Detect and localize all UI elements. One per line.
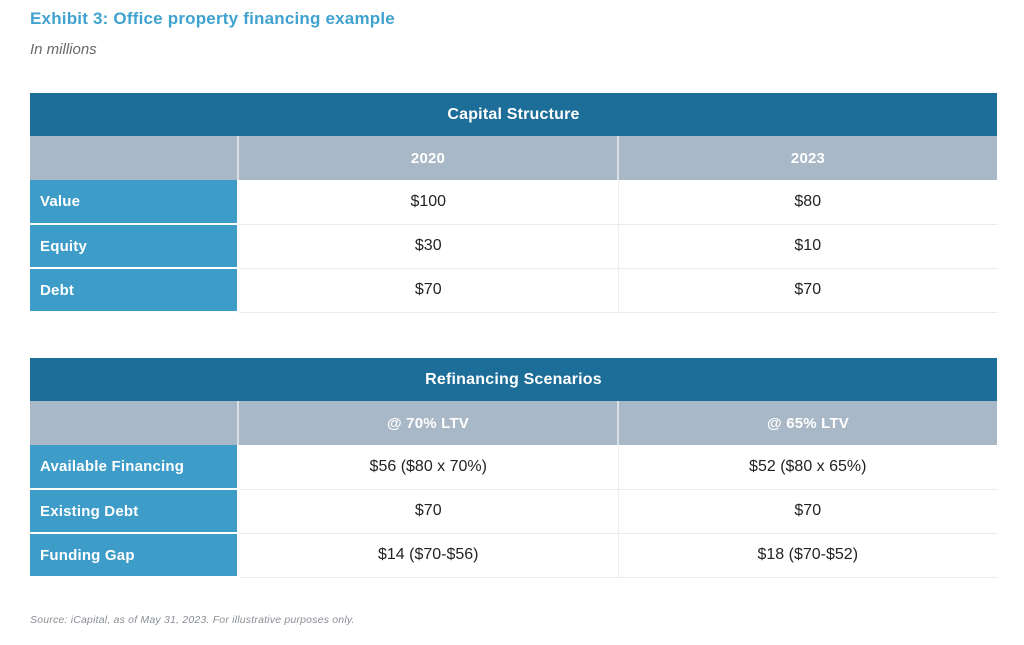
empty-header-cell (30, 401, 238, 445)
cell-existing-debt-65: $70 (617, 489, 998, 534)
cell-value-2020: $100 (238, 180, 618, 225)
table-title-row: Capital Structure (30, 93, 998, 136)
table-row: Equity $30 $10 (30, 224, 998, 269)
cell-available-financing-70: $56 ($80 x 70%) (238, 445, 618, 490)
cell-available-financing-65: $52 ($80 x 65%) (617, 445, 998, 490)
table-title: Capital Structure (30, 93, 998, 136)
cell-equity-2020: $30 (238, 224, 618, 269)
cell-debt-2020: $70 (238, 268, 618, 313)
table-row: Available Financing $56 ($80 x 70%) $52 … (30, 445, 998, 490)
column-header-65-ltv: @ 65% LTV (616, 401, 998, 445)
column-header-row: 2020 2023 (30, 136, 998, 180)
column-header-70-ltv: @ 70% LTV (237, 401, 618, 445)
cell-funding-gap-65: $18 ($70-$52) (617, 533, 998, 578)
row-label-debt: Debt (30, 268, 239, 313)
refinancing-scenarios-table: Refinancing Scenarios @ 70% LTV @ 65% LT… (30, 358, 998, 578)
table-row: Existing Debt $70 $70 (30, 489, 998, 534)
cell-debt-2023: $70 (617, 268, 998, 313)
row-label-equity: Equity (30, 224, 239, 269)
table-row: Value $100 $80 (30, 180, 998, 225)
row-label-existing-debt: Existing Debt (30, 489, 239, 534)
row-label-available-financing: Available Financing (30, 445, 239, 490)
column-header-row: @ 70% LTV @ 65% LTV (30, 401, 998, 445)
cell-equity-2023: $10 (617, 224, 998, 269)
table-title: Refinancing Scenarios (30, 358, 998, 401)
table-title-row: Refinancing Scenarios (30, 358, 998, 401)
capital-structure-table: Capital Structure 2020 2023 Value $100 $… (30, 93, 998, 313)
exhibit-subtitle: In millions (30, 41, 97, 58)
cell-existing-debt-70: $70 (238, 489, 618, 534)
empty-header-cell (30, 136, 238, 180)
column-header-2020: 2020 (237, 136, 618, 180)
source-note: Source: iCapital, as of May 31, 2023. Fo… (30, 614, 355, 626)
row-label-value: Value (30, 180, 239, 225)
column-header-2023: 2023 (616, 136, 998, 180)
cell-funding-gap-70: $14 ($70-$56) (238, 533, 618, 578)
exhibit-title: Exhibit 3: Office property financing exa… (30, 9, 395, 28)
table-row: Debt $70 $70 (30, 268, 998, 313)
table-row: Funding Gap $14 ($70-$56) $18 ($70-$52) (30, 533, 998, 578)
row-label-funding-gap: Funding Gap (30, 533, 239, 578)
cell-value-2023: $80 (617, 180, 998, 225)
